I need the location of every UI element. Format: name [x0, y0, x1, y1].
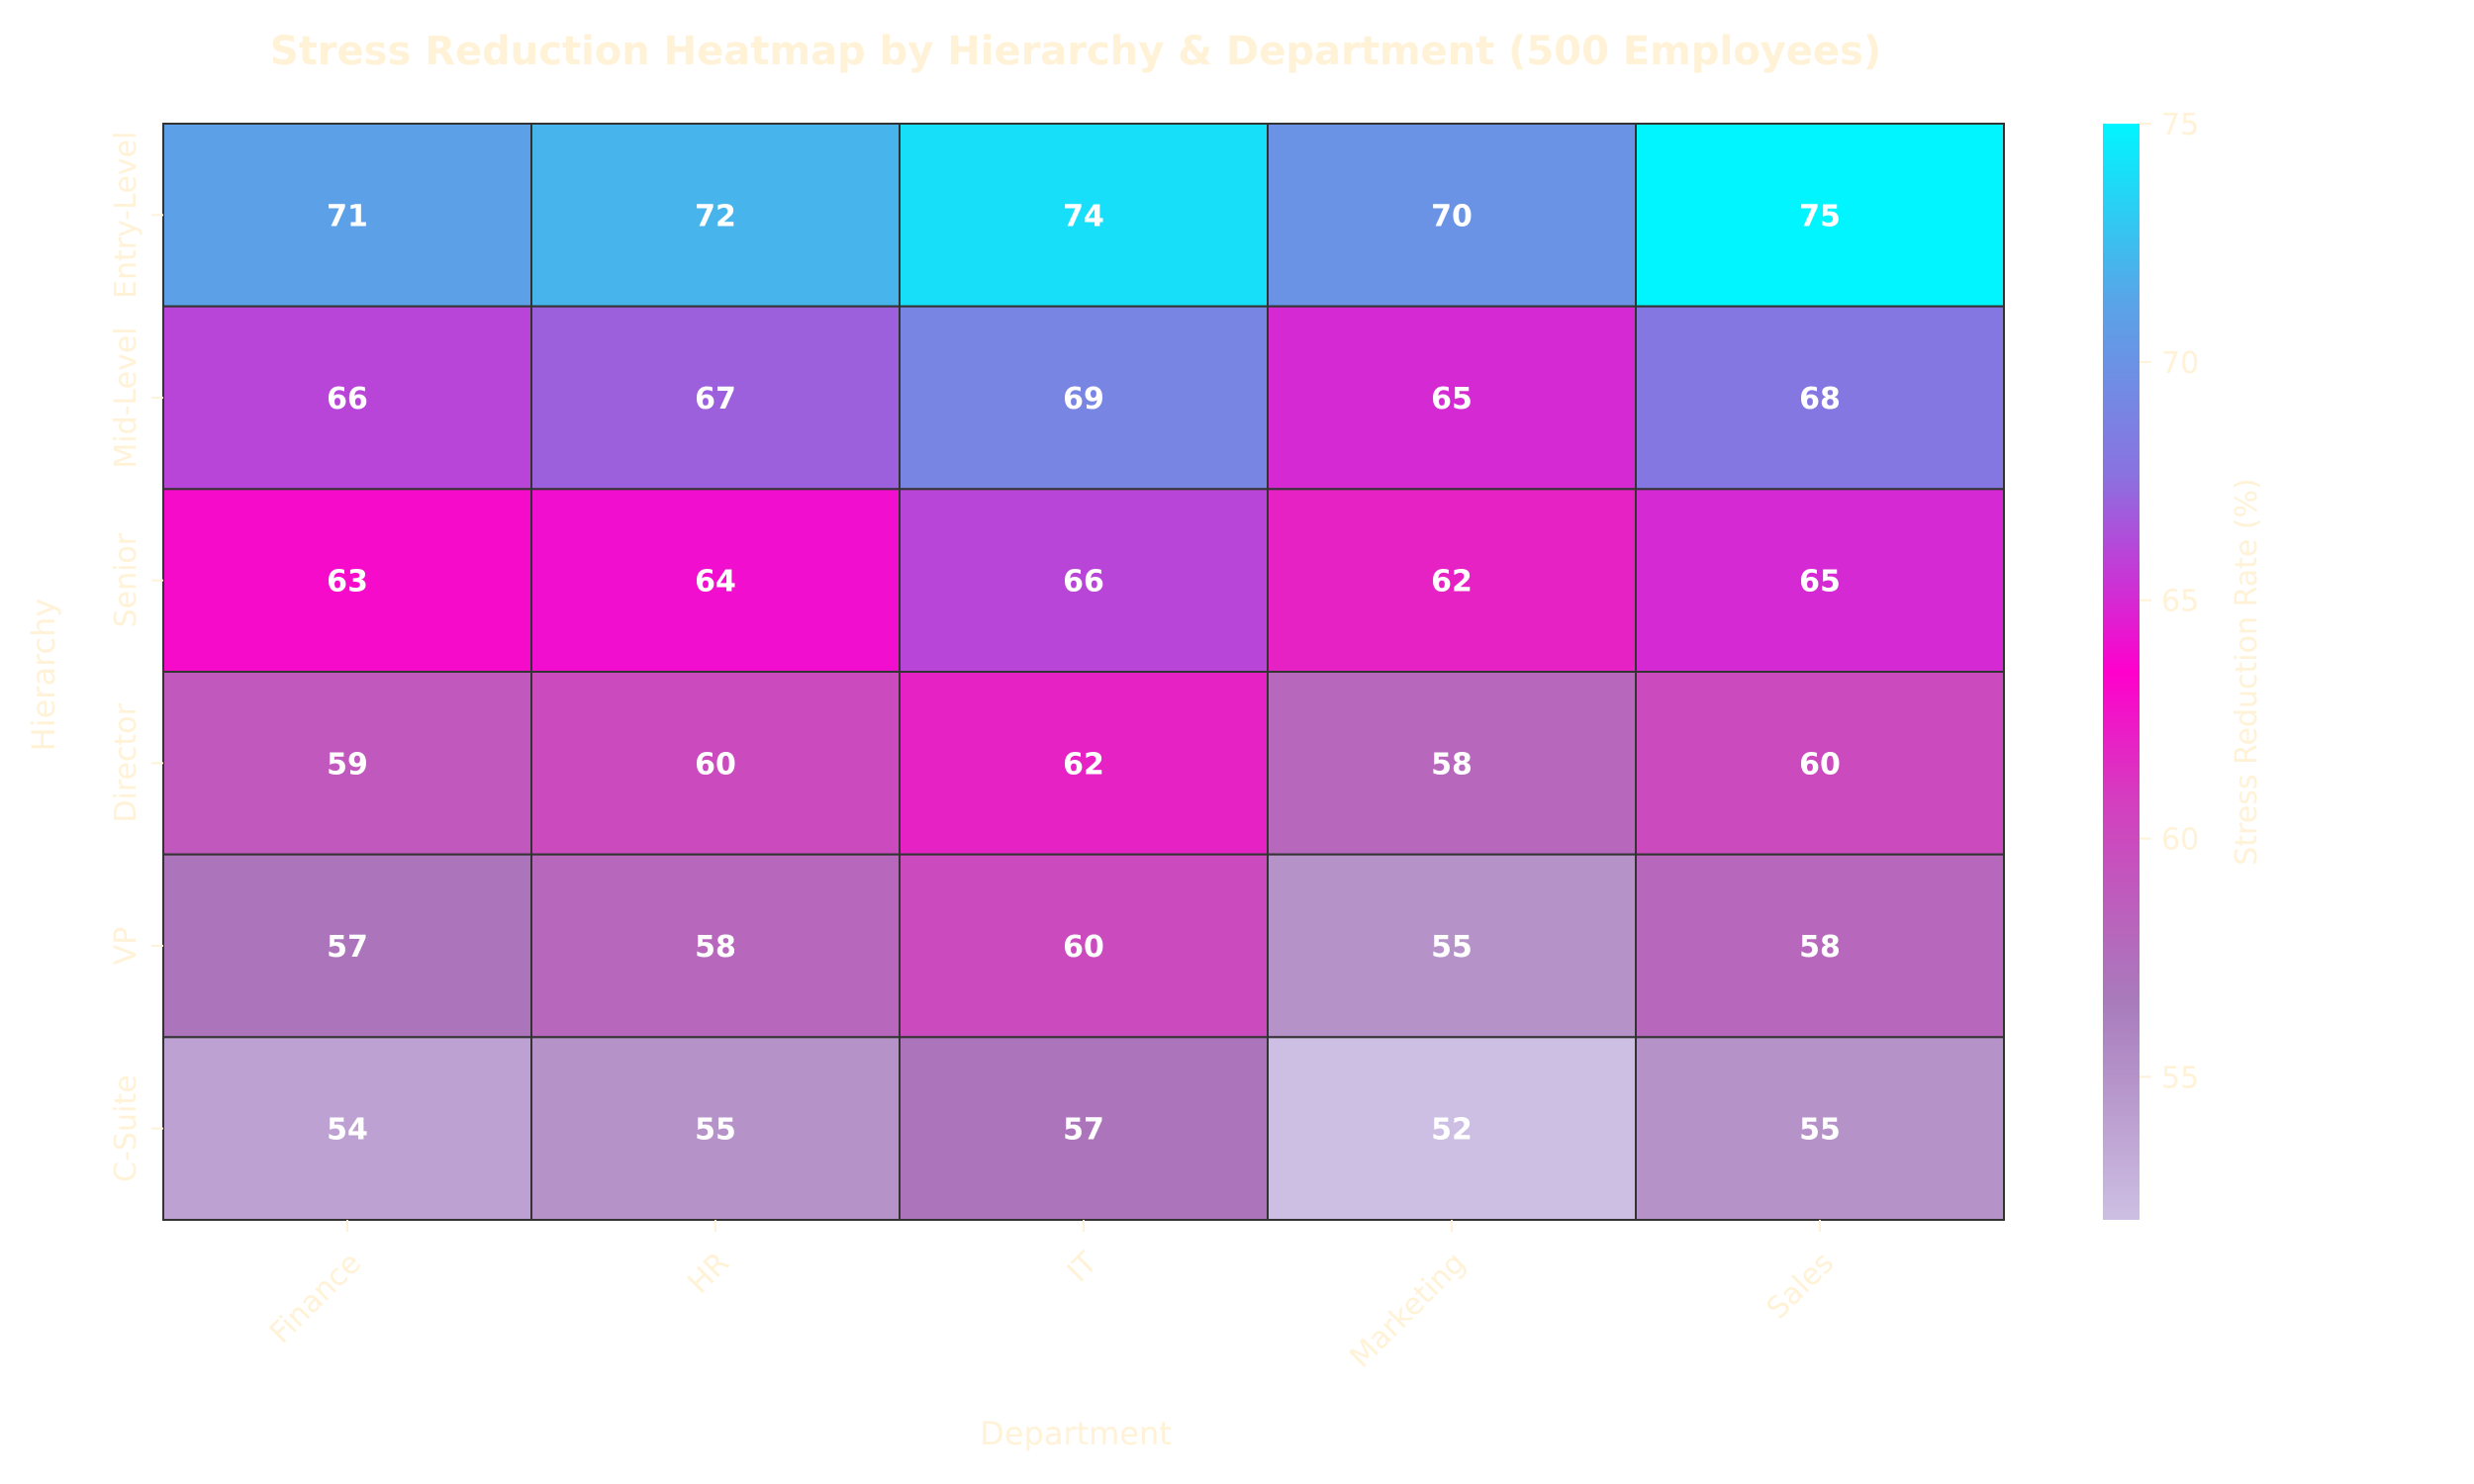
cell-value-label: 66 — [327, 382, 368, 417]
heatmap-cell — [1635, 123, 2005, 308]
colorbar-tick-label: 70 — [2161, 346, 2199, 381]
cell-value-label: 62 — [1431, 565, 1473, 600]
cell-value-label: 55 — [695, 1113, 736, 1148]
heatmap-cell — [530, 123, 901, 308]
heatmap-cell — [162, 853, 532, 1039]
x-tick-label: IT — [1061, 1246, 1104, 1289]
heatmap-cell — [899, 488, 1269, 674]
cell-value-label: 59 — [327, 747, 368, 782]
heatmap-cell — [1635, 671, 2005, 856]
heatmap-cell — [899, 123, 1269, 308]
y-tick-label: Senior — [109, 532, 143, 627]
y-tick-label: C-Suite — [109, 1074, 143, 1181]
heatmap-cell — [1635, 853, 2005, 1039]
cell-value-label: 55 — [1799, 1113, 1841, 1148]
cell-value-label: 71 — [327, 199, 368, 233]
heatmap-cell — [530, 1036, 901, 1222]
cell-value-label: 70 — [1431, 199, 1473, 233]
cell-value-label: 57 — [1063, 1113, 1104, 1148]
heatmap-cell — [899, 853, 1269, 1039]
y-tick-label: Director — [109, 702, 143, 822]
heatmap-cell — [1635, 488, 2005, 674]
y-axis-label: Hierarchy — [25, 599, 62, 752]
heatmap-cells: 71 72 74 70 75 66 67 69 65 68 63 64 66 62 65 59 60 62 58 60… — [162, 123, 2005, 1222]
heatmap-cell — [530, 488, 901, 674]
colorbar-label: Stress Reduction Rate (%) — [2230, 478, 2264, 865]
cell-value-label: 58 — [1799, 930, 1841, 965]
heatmap-cell — [530, 671, 901, 856]
cell-value-label: 60 — [1799, 747, 1841, 782]
y-tick-label: VP — [109, 927, 143, 966]
cell-value-label: 60 — [1063, 930, 1104, 965]
x-tick-label: Sales — [1760, 1246, 1841, 1326]
cell-value-label: 65 — [1431, 382, 1473, 417]
y-tick-label: Mid-Level — [109, 326, 143, 468]
colorbar — [2103, 124, 2140, 1220]
cell-value-label: 67 — [695, 382, 736, 417]
y-tick-label: Entry-Level — [109, 132, 143, 299]
heatmap-cell — [899, 1036, 1269, 1222]
x-axis-ticks: Finance HR IT Marketing Sales — [263, 1220, 1841, 1375]
colorbar-tick-label: 60 — [2161, 823, 2199, 858]
cell-value-label: 58 — [695, 930, 736, 965]
x-tick-label: HR — [681, 1246, 735, 1300]
cell-value-label: 58 — [1431, 747, 1473, 782]
colorbar-ticks: 55 60 65 70 75 — [2140, 108, 2199, 1095]
x-tick-label: Finance — [263, 1246, 368, 1350]
heatmap-cell — [162, 305, 532, 491]
cell-value-label: 54 — [327, 1113, 368, 1148]
heatmap-cell — [1635, 305, 2005, 491]
cell-value-label: 62 — [1063, 747, 1104, 782]
heatmap-cell — [899, 671, 1269, 856]
heatmap-cell — [1267, 488, 1637, 674]
y-axis-ticks: Entry-Level Mid-Level Senior Director VP C-Su… — [109, 132, 163, 1182]
heatmap-cell — [162, 123, 532, 308]
cell-value-label: 68 — [1799, 382, 1841, 417]
heatmap-cell — [899, 305, 1269, 491]
heatmap-cell — [1267, 671, 1637, 856]
heatmap-cell — [1267, 123, 1637, 308]
heatmap-cell — [1635, 1036, 2005, 1222]
cell-value-label: 72 — [695, 199, 736, 233]
heatmap-cell — [1267, 1036, 1637, 1222]
colorbar-tick-label: 65 — [2161, 585, 2199, 619]
x-axis-label: Department — [980, 1415, 1172, 1452]
cell-value-label: 55 — [1431, 930, 1473, 965]
chart-title: Stress Reduction Heatmap by Hierarchy & … — [270, 29, 1881, 74]
cell-value-label: 75 — [1799, 199, 1841, 233]
cell-value-label: 57 — [327, 930, 368, 965]
heatmap-cell — [530, 853, 901, 1039]
cell-value-label: 74 — [1063, 199, 1104, 233]
cell-value-label: 52 — [1431, 1113, 1473, 1148]
cell-value-label: 65 — [1799, 565, 1841, 600]
x-tick-label: Marketing — [1343, 1246, 1472, 1374]
cell-value-label: 64 — [695, 565, 736, 600]
colorbar-tick-label: 75 — [2161, 108, 2199, 142]
colorbar-tick-label: 55 — [2161, 1061, 2199, 1095]
cell-value-label: 66 — [1063, 565, 1104, 600]
cell-value-label: 60 — [695, 747, 736, 782]
cell-value-label: 63 — [327, 565, 368, 600]
cell-value-label: 69 — [1063, 382, 1104, 417]
